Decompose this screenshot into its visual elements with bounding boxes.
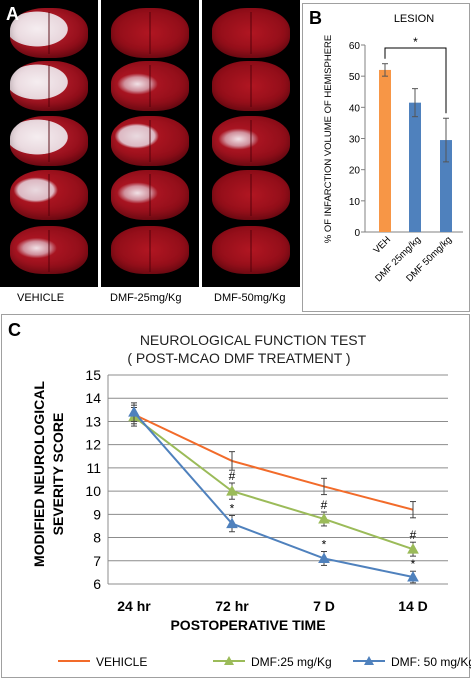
bar-y-tick-label: 10 <box>349 197 361 208</box>
significance-label: # <box>229 469 236 483</box>
data-point-marker <box>226 485 238 496</box>
vehicle-slice-column <box>0 0 98 287</box>
legend-label: DMF: 50 mg/Kg <box>391 655 471 669</box>
line-chart-title: NEUROLOGICAL FUNCTION TEST <box>140 332 367 348</box>
legend-label: DMF:25 mg/Kg <box>251 655 332 669</box>
bar-chart-title: LESION <box>394 13 434 25</box>
brain-slice-photo-grid <box>0 0 300 287</box>
brain-slice-image <box>212 61 290 111</box>
bar-category-label: VEH <box>372 234 394 256</box>
bar-y-tick-label: 20 <box>349 166 361 177</box>
series-line <box>133 413 414 511</box>
line-y-tick-label: 13 <box>85 413 101 429</box>
dmf-50-slice-column <box>202 0 300 287</box>
brain-slice-image <box>111 226 189 274</box>
data-point-marker <box>128 406 140 417</box>
brain-slice-image <box>10 226 88 274</box>
bar-chart-ylabel: % OF INFARCTION VOLUME OF HEMISPHERE <box>323 35 334 244</box>
brain-slice-photo-panel: A VEHICLE DMF-25mg/Kg DMF-50mg/Kg <box>0 0 300 314</box>
legend-marker <box>224 656 234 665</box>
line-x-tick-label: 24 hr <box>117 598 151 614</box>
data-point-marker <box>318 512 330 524</box>
neurological-line-chart: NEUROLOGICAL FUNCTION TEST ( POST-MCAO DM… <box>31 332 471 669</box>
line-x-tick-label: 7 D <box>313 598 335 614</box>
dmf-50-photo-label: DMF-50mg/Kg <box>214 292 286 304</box>
line-y-tick-label: 6 <box>93 576 101 592</box>
line-chart-ylabel-line-2: SEVERITY SCORE <box>50 413 66 536</box>
brain-slice-image <box>111 61 189 111</box>
line-x-tick-label: 14 D <box>398 598 428 614</box>
lesion-bar-chart: LESION % OF INFARCTION VOLUME OF HEMISPHE… <box>323 13 463 284</box>
series-line <box>133 411 414 579</box>
bar-y-tick-label: 50 <box>349 72 361 83</box>
bar <box>409 102 421 233</box>
panel-b-letter: B <box>309 8 322 28</box>
legend-marker <box>364 656 374 665</box>
significance-bracket <box>384 47 447 114</box>
dmf-25-photo-label: DMF-25mg/Kg <box>110 292 182 304</box>
line-y-tick-label: 9 <box>93 506 101 522</box>
significance-label: * <box>411 557 416 571</box>
brain-slice-image <box>10 116 88 166</box>
data-point-marker <box>407 543 419 554</box>
line-y-tick-label: 7 <box>93 553 101 569</box>
bar <box>379 69 391 232</box>
brain-slice-image <box>111 170 189 220</box>
brain-slice-image <box>212 170 290 220</box>
significance-label: # <box>321 498 328 512</box>
significance-label: * <box>230 501 235 515</box>
line-y-tick-label: 10 <box>85 483 101 499</box>
neurological-line-chart-panel: NEUROLOGICAL FUNCTION TEST ( POST-MCAO DM… <box>1 314 471 678</box>
brain-slice-image <box>10 170 88 220</box>
line-y-tick-label: 12 <box>85 437 101 453</box>
bar-y-tick-label: 30 <box>349 135 361 146</box>
brain-slice-image <box>10 61 88 111</box>
brain-slice-image <box>212 116 290 166</box>
bar-y-tick-label: 40 <box>349 103 361 114</box>
line-chart-ylabel-line-1: MODIFIED NEUROLOGICAL <box>31 381 47 567</box>
brain-slice-image <box>10 8 88 58</box>
data-point-marker <box>318 552 330 563</box>
data-point-marker <box>226 517 238 529</box>
panel-a-letter: A <box>6 4 19 24</box>
bar <box>440 140 452 232</box>
lesion-bar-chart-panel: LESION % OF INFARCTION VOLUME OF HEMISPHE… <box>302 3 470 312</box>
bar-y-tick-label: 0 <box>354 228 360 239</box>
line-chart-subtitle: ( POST-MCAO DMF TREATMENT ) <box>127 350 350 366</box>
series-line <box>133 416 414 551</box>
data-point-marker <box>407 571 419 582</box>
bar-y-tick-label: 60 <box>349 41 361 52</box>
dmf-25-slice-column <box>101 0 199 287</box>
line-y-tick-label: 14 <box>85 390 101 406</box>
brain-slice-image <box>111 8 189 58</box>
vehicle-photo-label: VEHICLE <box>17 292 65 304</box>
line-x-tick-label: 72 hr <box>215 598 249 614</box>
brain-slice-image <box>111 116 189 166</box>
significance-label: # <box>410 528 417 542</box>
line-y-tick-label: 15 <box>85 367 101 383</box>
significance-label: * <box>322 537 327 551</box>
line-chart-xlabel: POSTOPERATIVE TIME <box>170 617 325 633</box>
significance-star: * <box>413 35 418 49</box>
brain-slice-image <box>212 226 290 274</box>
brain-slice-image <box>212 8 290 58</box>
line-y-tick-label: 11 <box>86 460 101 476</box>
line-y-tick-label: 8 <box>93 530 101 546</box>
panel-c-letter: C <box>8 320 21 340</box>
legend-label: VEHICLE <box>96 655 147 669</box>
